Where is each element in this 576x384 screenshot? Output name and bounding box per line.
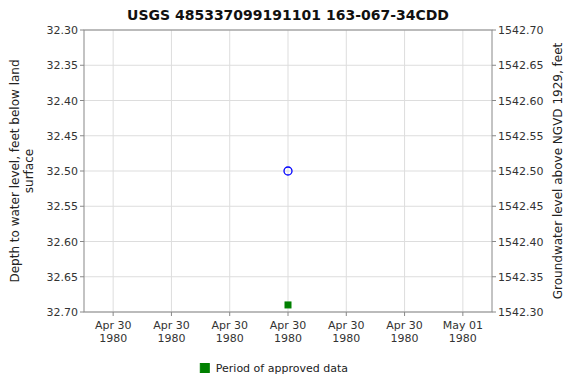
- axis-label: Groundwater level above NGVD 1929, feet: [551, 42, 565, 299]
- tick-mark: [80, 30, 84, 31]
- text-line: 1980: [157, 332, 185, 345]
- tick-label: 32.30: [47, 24, 79, 37]
- legend: Period of approved data: [200, 362, 348, 375]
- tick-label: 32.50: [47, 165, 79, 178]
- grid: [84, 30, 492, 312]
- text-line: Apr 30: [328, 319, 365, 332]
- tick-label: 1542.65: [498, 59, 544, 72]
- tick-label: 1542.30: [498, 306, 544, 319]
- tick-mark: [492, 100, 496, 101]
- tick-mark: [492, 276, 496, 277]
- tick-label: 32.55: [47, 200, 79, 213]
- tick-label: Apr 301980: [95, 319, 132, 345]
- text-line: Apr 30: [270, 319, 307, 332]
- tick-mark: [80, 312, 84, 313]
- tick-mark: [492, 312, 496, 313]
- tick-mark: [492, 171, 496, 172]
- tick-label: 32.45: [47, 130, 79, 143]
- tick-mark: [80, 241, 84, 242]
- tick-mark: [113, 312, 114, 316]
- y2-axis: 1542.30 1542.35 1542.40 1542.45 1542.50 1542.…: [492, 24, 544, 319]
- text-line: Apr 30: [386, 319, 423, 332]
- chart: 32.30 32.35 32.40 32.45 32.50 32.55 32.60 32.65…: [0, 0, 576, 384]
- x-axis: Apr 301980Apr 301980Apr 301980Apr 301980…: [95, 312, 483, 345]
- text-line: May 01: [443, 319, 483, 332]
- tick-mark: [288, 312, 289, 316]
- text-line: 1980: [391, 332, 419, 345]
- grid-line: [346, 30, 347, 312]
- title: USGS 485337099191101 163-067-34CDD: [127, 7, 449, 23]
- axis-label: Depth to water level, feet below landsur…: [8, 59, 36, 282]
- tick-mark: [80, 276, 84, 277]
- tick-label: 1542.55: [498, 130, 544, 143]
- plot-frame: [84, 30, 492, 312]
- tick-mark: [229, 312, 230, 316]
- grid-line: [113, 30, 114, 312]
- tick-mark: [492, 206, 496, 207]
- tick-mark: [492, 30, 496, 31]
- tick-mark: [171, 312, 172, 316]
- tick-label: 32.40: [47, 95, 79, 108]
- tick-mark: [80, 100, 84, 101]
- tick-label: 1542.60: [498, 95, 544, 108]
- tick-label: 1542.70: [498, 24, 544, 37]
- series: [284, 167, 292, 175]
- text-line: 1980: [332, 332, 360, 345]
- tick-label: Apr 301980: [153, 319, 190, 345]
- text-line: 1980: [216, 332, 244, 345]
- tick-mark: [404, 312, 405, 316]
- tick-mark: [80, 206, 84, 207]
- tick-label: 32.35: [47, 59, 79, 72]
- y-axis: 32.30 32.35 32.40 32.45 32.50 32.55 32.60 32.65…: [47, 24, 85, 319]
- tick-mark: [492, 241, 496, 242]
- text-line: Depth to water level, feet below land: [8, 59, 22, 282]
- point: [285, 302, 291, 308]
- point: [284, 167, 292, 175]
- tick-mark: [80, 65, 84, 66]
- grid-line: [288, 30, 289, 312]
- legend-swatch: [200, 364, 209, 373]
- text-line: Apr 30: [211, 319, 248, 332]
- tick-label: Apr 301980: [328, 319, 365, 345]
- text-line: surface: [22, 149, 36, 193]
- tick-mark: [346, 312, 347, 316]
- tick-label: 32.65: [47, 271, 79, 284]
- marks: [284, 167, 292, 308]
- text-line: 1980: [449, 332, 477, 345]
- tick-label: Apr 301980: [211, 319, 248, 345]
- tick-mark: [80, 171, 84, 172]
- text-line: 1980: [99, 332, 127, 345]
- text-line: Apr 30: [153, 319, 190, 332]
- tick-mark: [492, 65, 496, 66]
- tick-label: 1542.35: [498, 271, 544, 284]
- tick-label: 32.60: [47, 236, 79, 249]
- text-line: Apr 30: [95, 319, 132, 332]
- legend-label: Period of approved data: [216, 362, 348, 375]
- series: [285, 302, 291, 308]
- text-line: 1980: [274, 332, 302, 345]
- tick-mark: [80, 135, 84, 136]
- grid-line: [171, 30, 172, 312]
- tick-mark: [492, 135, 496, 136]
- grid-line: [404, 30, 405, 312]
- tick-label: Apr 301980: [270, 319, 307, 345]
- tick-label: 32.70: [47, 306, 79, 319]
- tick-label: 1542.40: [498, 236, 544, 249]
- tick-label: Apr 301980: [386, 319, 423, 345]
- grid-line: [229, 30, 230, 312]
- tick-label: 1542.45: [498, 200, 544, 213]
- grid-line: [462, 30, 463, 312]
- tick-label: May 011980: [443, 319, 483, 345]
- tick-label: 1542.50: [498, 165, 544, 178]
- tick-mark: [462, 312, 463, 316]
